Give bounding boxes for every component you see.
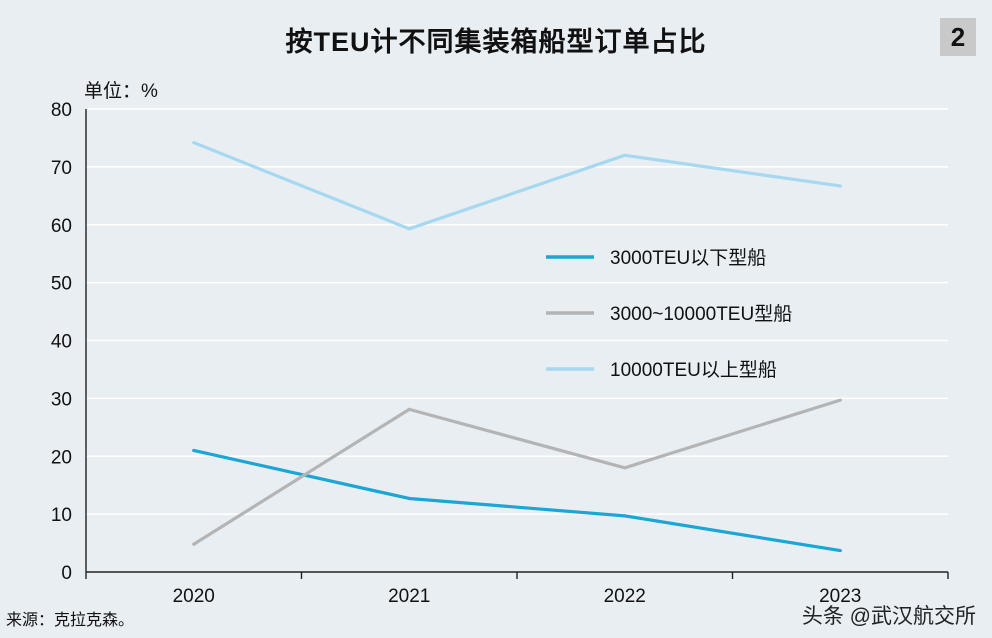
source-note: 来源：克拉克森。	[6, 610, 135, 629]
y-tick-label-60: 60	[51, 216, 72, 237]
chart-title: 按TEU计不同集装箱船型订单占比	[285, 27, 707, 57]
series-line-1	[192, 398, 841, 546]
data-point-s2-0	[192, 140, 196, 145]
y-tick-label-80: 80	[51, 100, 72, 121]
figure-number-badge: 2	[940, 18, 976, 56]
series-line-2	[193, 141, 841, 231]
y-tick-label-10: 10	[51, 505, 72, 526]
y-tick-label-30: 30	[51, 389, 72, 410]
grid-lines	[86, 108, 948, 515]
data-point-s2-2	[623, 153, 627, 157]
data-point-s0-0	[192, 448, 196, 453]
x-tick-label-2020: 2020	[173, 586, 215, 607]
data-point-s0-1	[407, 496, 411, 501]
y-tick-label-70: 70	[51, 158, 72, 179]
data-point-s1-0	[192, 542, 196, 546]
y-tick-label-0: 0	[61, 563, 72, 584]
watermark: 头条 @武汉航交所	[801, 605, 976, 628]
data-point-s0-3	[838, 548, 842, 553]
x-tick-label-2021: 2021	[388, 586, 430, 607]
legend: 3000TEU以下型船 3000~10000TEU型船 10000TEU以上型船	[546, 247, 792, 381]
y-tick-label-50: 50	[51, 274, 72, 295]
data-point-s2-3	[838, 184, 842, 188]
data-point-s1-2	[623, 466, 627, 470]
legend-label-0: 3000TEU以下型船	[610, 247, 766, 269]
series-lines	[192, 140, 842, 553]
y-tick-label-20: 20	[51, 447, 72, 468]
data-point-s1-3	[838, 398, 842, 402]
x-tick-label-2022: 2022	[604, 586, 646, 607]
data-point-s0-2	[623, 514, 627, 518]
legend-label-1: 3000~10000TEU型船	[610, 303, 792, 325]
axes: 0 10 20 30 40 50 60 70 80 2020 2021 2022 2023	[51, 100, 949, 607]
legend-label-2: 10000TEU以上型船	[610, 359, 777, 381]
data-point-s1-1	[407, 407, 411, 411]
x-tick-label-2023: 2023	[819, 586, 861, 607]
data-point-s2-1	[407, 227, 411, 231]
y-axis-unit-label: 单位：%	[84, 81, 158, 102]
series-line-0	[193, 448, 841, 553]
y-tick-label-40: 40	[51, 332, 72, 353]
